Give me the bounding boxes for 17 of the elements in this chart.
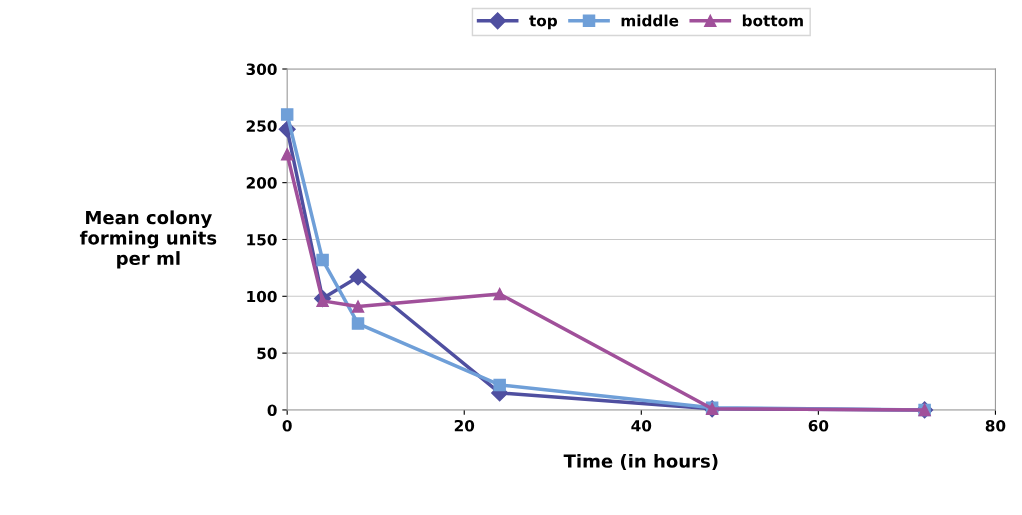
y-axis-title: Mean colony forming units per ml	[79, 210, 217, 269]
x-tick-label: 40	[631, 419, 652, 432]
legend-label: top	[529, 15, 558, 30]
x-axis-title: Time (in hours)	[563, 453, 718, 470]
x-tick-label: 20	[454, 419, 475, 432]
y-tick-label: 150	[247, 233, 277, 246]
x-tick-label: 60	[808, 419, 829, 432]
x-tick-label: 80	[985, 419, 1006, 432]
y-tick-label: 200	[246, 177, 277, 189]
x-tick-label: 0	[282, 419, 292, 432]
y-tick-label: 300	[246, 63, 277, 76]
legend-label: middle	[621, 14, 679, 27]
y-tick-label: 50	[257, 347, 277, 360]
y-tick-label: 100	[247, 290, 277, 303]
y-tick-label: 0	[267, 404, 277, 416]
y-tick-label: 250	[246, 120, 277, 132]
legend-label: bottom	[742, 14, 803, 27]
